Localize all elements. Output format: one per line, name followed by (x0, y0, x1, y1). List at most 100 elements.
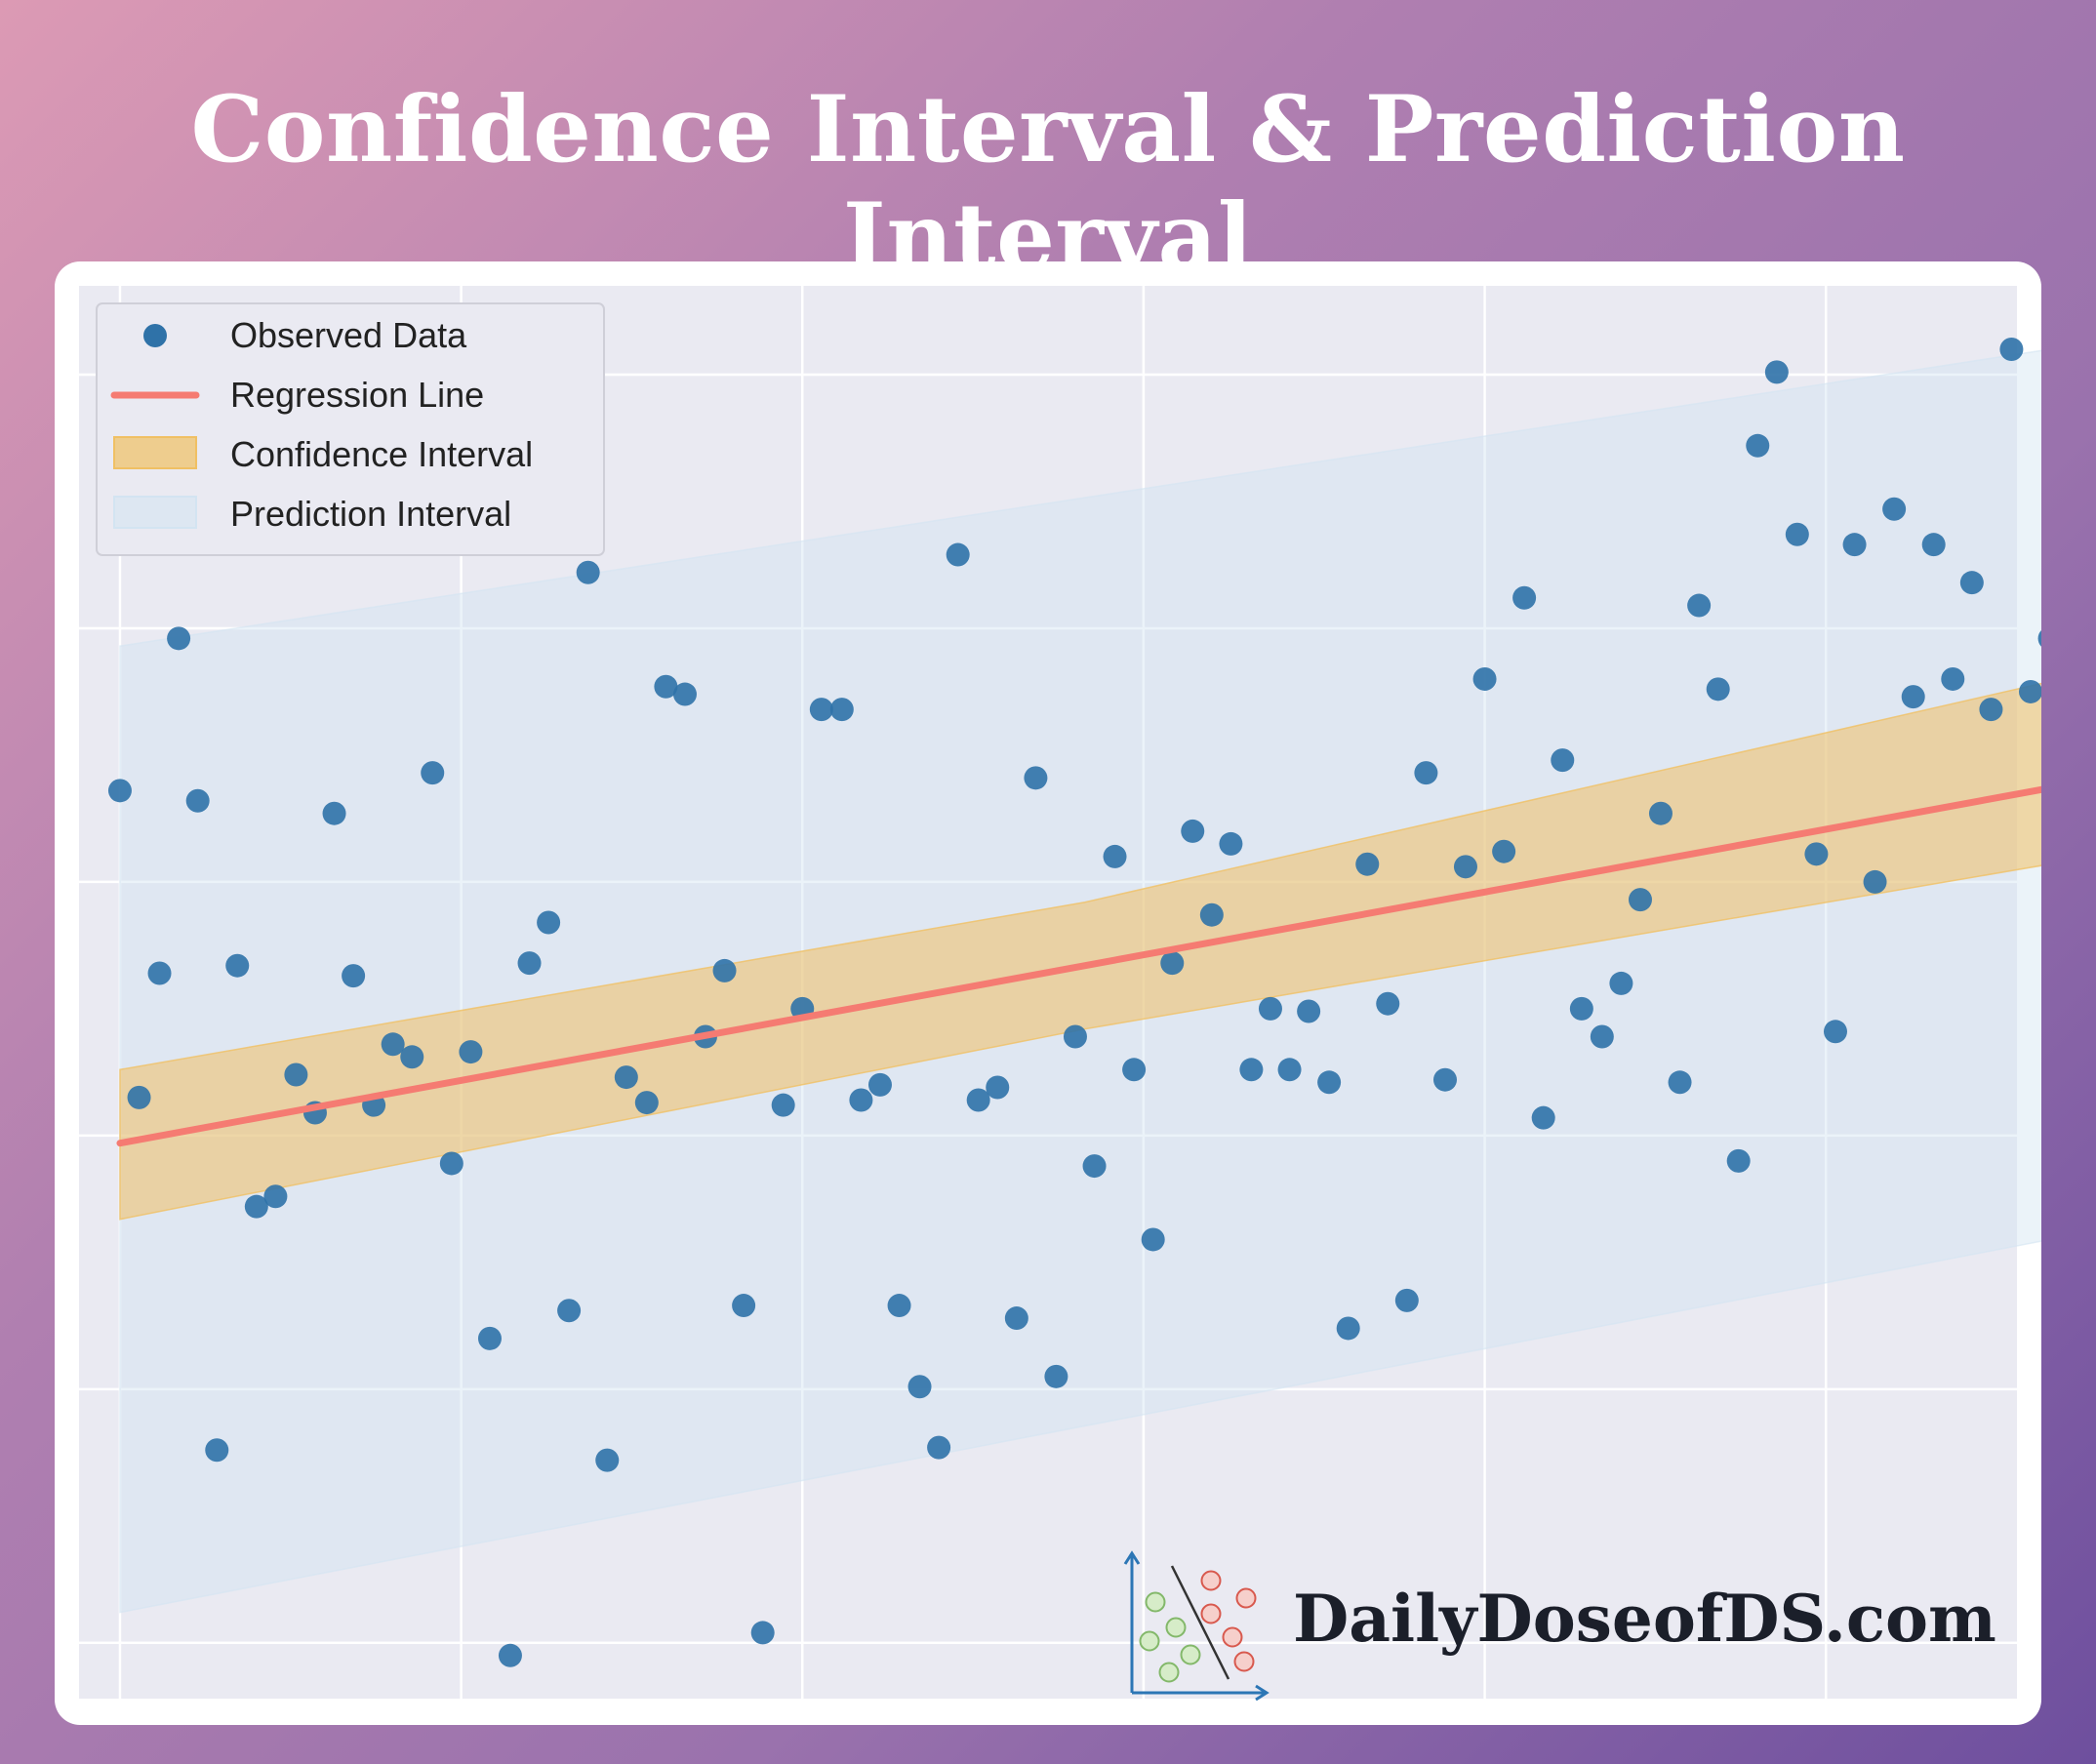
data-point-60 (1277, 1058, 1302, 1082)
legend-label-prediction: Prediction Interval (230, 494, 511, 534)
data-point-54 (1160, 951, 1185, 976)
data-point-55 (1181, 819, 1205, 843)
data-point-26 (614, 1065, 638, 1090)
data-point-88 (1823, 1020, 1847, 1044)
data-point-34 (771, 1093, 795, 1117)
data-point-74 (1551, 748, 1575, 773)
logo-red-dot-2 (1200, 1603, 1222, 1624)
data-point-95 (1959, 571, 1984, 595)
scatter-chart: Observed Data Regression Line Confidence… (79, 286, 2041, 1702)
page-title: Confidence Interval & Prediction Interva… (190, 76, 1906, 291)
logo-green-dot-1 (1139, 1630, 1160, 1652)
legend-marker-observed (143, 324, 167, 347)
data-point-82 (1706, 677, 1730, 702)
logo-green-dot-3 (1180, 1644, 1201, 1665)
chart-card: Observed Data Regression Line Confidence… (55, 261, 2041, 1725)
data-point-42 (927, 1435, 951, 1460)
data-point-52 (1122, 1058, 1147, 1082)
data-point-23 (557, 1299, 582, 1323)
brand-name: DailyDoseofDS.com (1293, 1581, 1996, 1657)
logo-green-dots (1139, 1591, 1201, 1683)
data-point-75 (1569, 996, 1593, 1021)
data-point-46 (1004, 1306, 1028, 1331)
data-point-67 (1414, 761, 1438, 785)
data-point-65 (1376, 991, 1400, 1016)
confidence-interval-band (119, 682, 2041, 1221)
data-point-4 (185, 788, 210, 813)
legend-frame (96, 302, 605, 556)
data-point-68 (1432, 1067, 1457, 1092)
legend-marker-prediction (113, 496, 197, 529)
data-point-70 (1472, 666, 1497, 691)
data-point-57 (1219, 831, 1243, 856)
data-point-48 (1044, 1364, 1068, 1388)
data-point-14 (381, 1032, 405, 1057)
legend: Observed Data Regression Line Confidence… (96, 302, 605, 556)
data-point-61 (1297, 999, 1321, 1023)
data-point-90 (1863, 869, 1887, 894)
data-point-99 (2037, 629, 2041, 647)
logo-divider (1170, 1565, 1230, 1680)
data-point-94 (1941, 666, 1965, 691)
data-point-39 (867, 1072, 892, 1097)
data-point-44 (966, 1088, 990, 1112)
data-point-81 (1687, 593, 1712, 618)
data-point-15 (400, 1045, 424, 1069)
brand-logo (1123, 1550, 1270, 1702)
data-point-64 (1355, 852, 1380, 876)
data-point-63 (1336, 1316, 1360, 1341)
data-point-16 (421, 761, 445, 785)
data-point-22 (537, 910, 561, 935)
data-point-0 (107, 779, 132, 803)
interval-bands (119, 349, 2041, 1614)
data-point-53 (1141, 1227, 1165, 1252)
data-point-98 (2018, 679, 2041, 703)
observed-points (107, 337, 2041, 1667)
data-point-38 (849, 1088, 873, 1112)
data-point-36 (809, 698, 833, 722)
data-point-20 (498, 1643, 522, 1667)
data-point-77 (1609, 971, 1633, 995)
data-point-9 (284, 1062, 308, 1087)
logo-axis-x-arrow (1255, 1684, 1270, 1702)
logo-green-dot-0 (1145, 1591, 1166, 1613)
data-point-89 (1842, 533, 1867, 557)
data-point-96 (1979, 698, 2003, 722)
data-point-29 (672, 682, 697, 706)
data-point-69 (1453, 855, 1477, 879)
data-point-6 (225, 953, 250, 978)
data-point-2 (147, 961, 172, 985)
data-point-91 (1882, 497, 1907, 521)
data-point-62 (1317, 1070, 1342, 1095)
data-point-3 (167, 626, 191, 651)
data-point-83 (1726, 1148, 1751, 1173)
data-point-17 (439, 1151, 464, 1176)
data-point-84 (1746, 433, 1770, 458)
data-point-49 (1063, 1024, 1087, 1049)
data-point-97 (1999, 337, 2024, 361)
data-point-12 (342, 964, 366, 988)
data-point-66 (1394, 1288, 1419, 1312)
data-point-79 (1648, 801, 1673, 825)
data-point-56 (1199, 902, 1224, 927)
data-point-86 (1785, 522, 1809, 546)
data-point-51 (1103, 844, 1127, 868)
data-point-45 (986, 1075, 1010, 1100)
data-point-32 (732, 1294, 756, 1318)
regression-line (116, 785, 2041, 1147)
data-point-72 (1512, 585, 1537, 610)
data-point-78 (1628, 888, 1652, 912)
data-point-87 (1804, 842, 1829, 866)
data-point-27 (634, 1091, 659, 1115)
data-point-31 (712, 958, 737, 982)
logo-red-dots (1200, 1570, 1257, 1672)
data-point-80 (1668, 1070, 1692, 1095)
data-point-47 (1024, 766, 1048, 790)
logo-green-dot-2 (1165, 1617, 1187, 1638)
logo-red-dot-4 (1233, 1651, 1255, 1672)
data-point-76 (1590, 1024, 1614, 1049)
data-point-85 (1764, 360, 1789, 384)
logo-axis-y-arrow (1123, 1550, 1141, 1565)
data-point-18 (459, 1040, 483, 1064)
logo-red-dot-1 (1235, 1587, 1257, 1609)
